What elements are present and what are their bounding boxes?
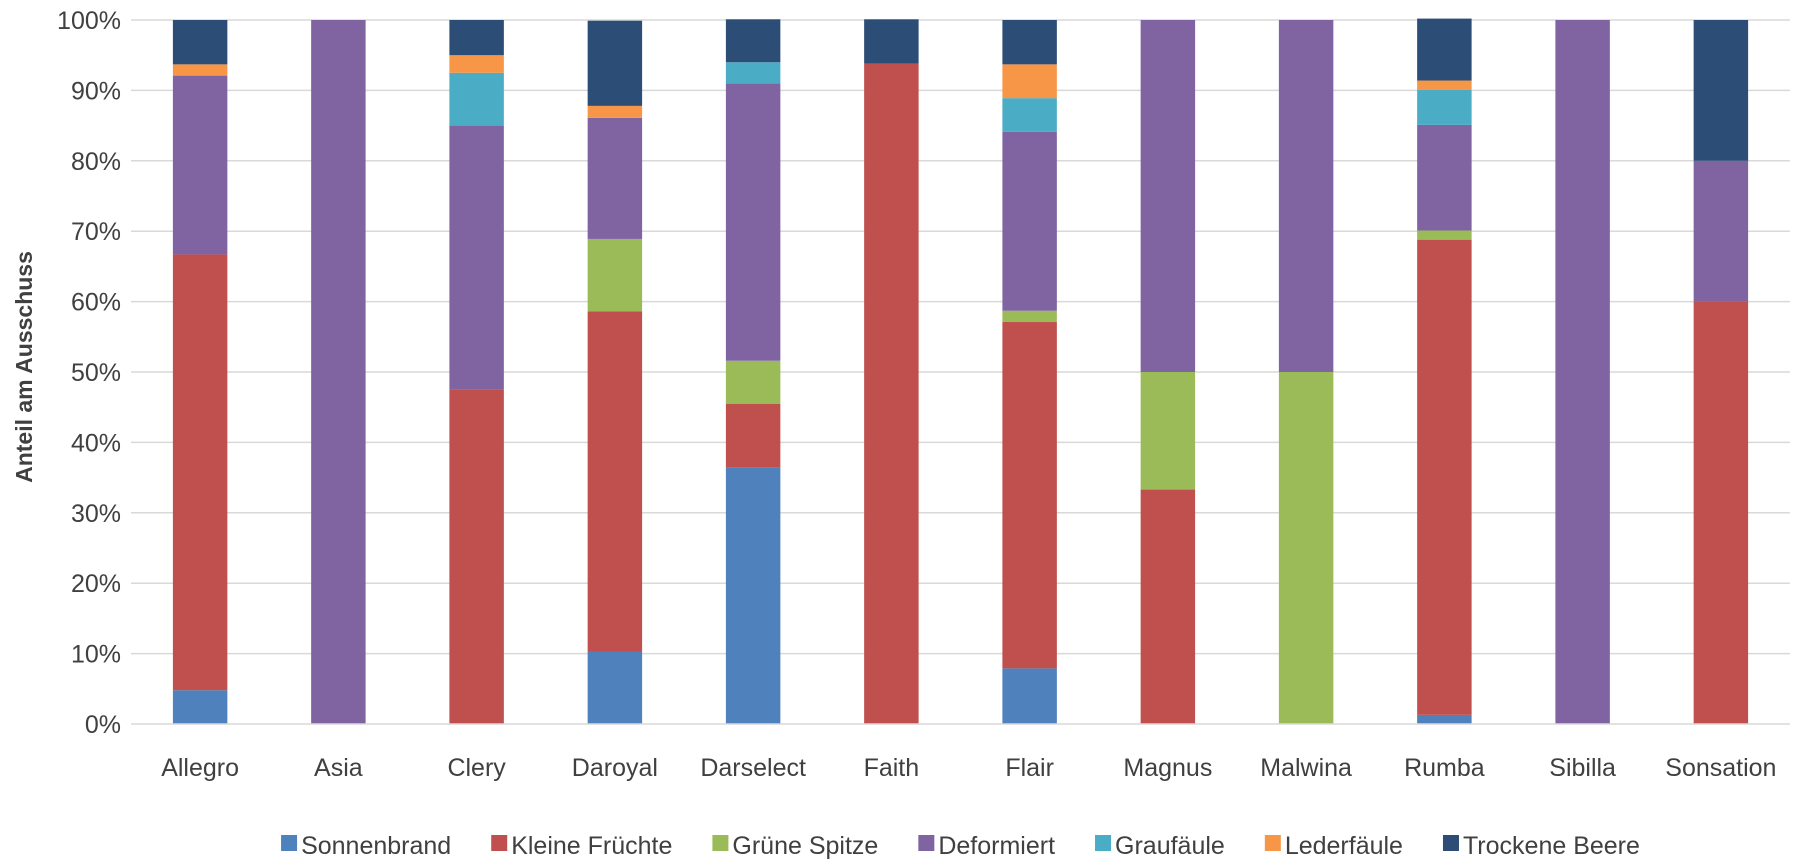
legend-label: Deformiert xyxy=(938,832,1055,860)
bar-segment xyxy=(1140,372,1196,490)
x-category-label: Sonsation xyxy=(1665,754,1776,782)
legend-swatch xyxy=(1264,835,1281,851)
bar-segment xyxy=(172,20,228,65)
bar-segment xyxy=(725,467,781,724)
legend-item: Trockene Beere xyxy=(1442,832,1640,860)
bar-segment xyxy=(1278,20,1334,372)
x-category-label: Malwina xyxy=(1260,754,1352,782)
x-category-label: Faith xyxy=(864,754,920,782)
bar-segment xyxy=(1278,372,1334,724)
legend-item: Lederfäule xyxy=(1264,832,1403,860)
legend-swatch xyxy=(918,835,935,851)
legend-label: Lederfäule xyxy=(1285,832,1403,860)
legend-label: Trockene Beere xyxy=(1463,832,1640,860)
y-tick-label: 0% xyxy=(85,711,121,739)
bar-segment xyxy=(1693,301,1749,724)
bar-segment xyxy=(449,20,504,56)
bars xyxy=(172,18,1749,724)
y-tick-label: 40% xyxy=(71,429,121,457)
bar-segment xyxy=(172,254,228,691)
legend-swatch xyxy=(1095,835,1112,851)
y-tick-label: 10% xyxy=(71,641,121,669)
legend-item: Grüne Spitze xyxy=(712,832,878,860)
legend-item: Graufäule xyxy=(1095,832,1225,860)
legend-swatch xyxy=(1442,835,1459,851)
bar-segment xyxy=(1693,160,1749,302)
legend-swatch xyxy=(712,835,729,851)
legend-label: Graufäule xyxy=(1115,832,1225,860)
legend-label: Sonnenbrand xyxy=(301,832,451,860)
bar-segment xyxy=(1140,20,1196,372)
bar-segment xyxy=(1417,239,1472,715)
bar-segment xyxy=(1417,230,1472,240)
x-category-label: Asia xyxy=(314,754,363,782)
x-category-label: Flair xyxy=(1005,754,1054,782)
y-axis-tick-labels: 0% 10% 20% 30% 40% 50% 60% 70% 80% 90% 100% xyxy=(57,7,121,739)
bar-segment xyxy=(449,125,504,390)
bar-segment xyxy=(1417,714,1472,724)
bar-segment xyxy=(172,75,228,255)
y-tick-label: 70% xyxy=(71,218,121,246)
bar-segment xyxy=(725,83,781,361)
x-category-label: Darselect xyxy=(700,754,806,782)
bar-segment xyxy=(1002,310,1057,323)
bar-segment xyxy=(1417,80,1472,90)
bar-segment xyxy=(1140,489,1196,724)
bar-segment xyxy=(1002,322,1057,669)
bar-segment xyxy=(172,64,228,76)
y-tick-label: 80% xyxy=(71,148,121,176)
x-axis-category-labels: Allegro Asia Clery Daroyal Darselect Faith Fla… xyxy=(161,754,1776,782)
bar-segment xyxy=(725,62,781,84)
y-tick-label: 20% xyxy=(71,570,121,598)
bar-segment xyxy=(725,403,781,468)
bar-segment xyxy=(1002,20,1057,65)
bar-segment xyxy=(1693,20,1749,161)
legend-swatch xyxy=(281,835,298,851)
bar-segment xyxy=(725,19,781,63)
bar-segment xyxy=(587,238,643,312)
legend-item: Kleine Früchte xyxy=(491,832,672,860)
bar-segment xyxy=(864,63,919,724)
y-tick-label: 90% xyxy=(71,77,121,105)
y-tick-label: 100% xyxy=(57,7,121,35)
bar-segment xyxy=(1417,124,1472,231)
legend-swatch xyxy=(491,835,508,851)
bar-segment xyxy=(1002,131,1057,311)
bar-segment xyxy=(587,651,643,724)
bar-segment xyxy=(1555,20,1610,724)
bar-segment xyxy=(449,55,504,73)
x-category-label: Daroyal xyxy=(572,754,658,782)
y-tick-label: 60% xyxy=(71,289,121,317)
bar-segment xyxy=(1417,89,1472,125)
gridlines xyxy=(131,19,1790,655)
bar-segment xyxy=(864,19,919,64)
y-tick-label: 50% xyxy=(71,359,121,387)
x-category-label: Rumba xyxy=(1404,754,1485,782)
bar-segment xyxy=(1002,98,1057,132)
x-category-label: Sibilla xyxy=(1549,754,1616,782)
bar-segment xyxy=(587,20,643,106)
bar-segment xyxy=(587,105,643,118)
legend: Sonnenbrand Kleine Früchte Grüne Spitze Def… xyxy=(281,832,1640,860)
bar-segment xyxy=(1002,668,1057,724)
bar-segment xyxy=(449,72,504,126)
bar-segment xyxy=(172,690,228,724)
legend-item: Deformiert xyxy=(918,832,1055,860)
legend-item: Sonnenbrand xyxy=(281,832,451,860)
x-category-label: Allegro xyxy=(161,754,239,782)
legend-label: Grüne Spitze xyxy=(732,832,878,860)
bar-segment xyxy=(1002,64,1057,99)
legend-label: Kleine Früchte xyxy=(511,832,672,860)
bar-segment xyxy=(587,117,643,239)
bar-segment xyxy=(311,20,366,724)
bar-segment xyxy=(1417,18,1472,81)
bar-segment xyxy=(725,360,781,404)
bar-segment xyxy=(587,311,643,652)
bar-segment xyxy=(449,389,504,724)
x-category-label: Clery xyxy=(447,754,506,782)
y-tick-label: 30% xyxy=(71,500,121,528)
y-axis-title: Anteil am Ausschuss xyxy=(11,251,37,483)
x-category-label: Magnus xyxy=(1123,754,1212,782)
